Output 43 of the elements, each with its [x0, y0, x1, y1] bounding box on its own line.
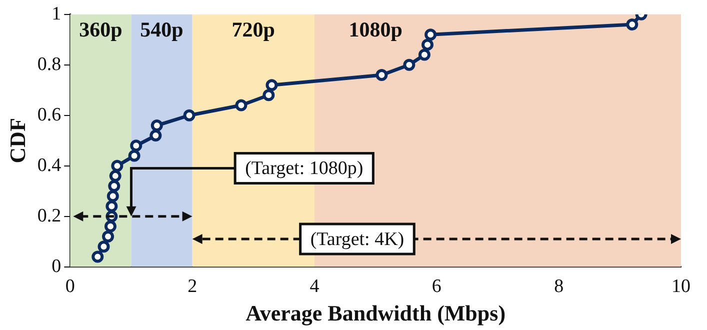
band-label: 360p: [79, 17, 122, 42]
point: [106, 200, 118, 212]
x-tick-label: 8: [554, 276, 564, 298]
y-tick-label: 0.6: [37, 104, 62, 126]
point: [109, 170, 122, 182]
x-tick-label: 10: [672, 276, 690, 298]
point: [102, 230, 114, 243]
point: [128, 150, 140, 162]
point: [106, 190, 119, 202]
x-tick-label: 0: [65, 276, 75, 298]
point: [130, 140, 142, 152]
point: [150, 130, 162, 142]
annotation: (Target: 1080p): [245, 158, 364, 180]
y-tick-label: 0.4: [37, 154, 62, 176]
point: [92, 250, 104, 263]
annotation: (Target: 4K): [310, 229, 404, 250]
point: [424, 28, 437, 41]
point: [104, 220, 116, 232]
point: [266, 79, 278, 92]
point: [108, 180, 120, 192]
point: [235, 99, 248, 112]
y-tick-label: 0.8: [37, 54, 62, 75]
point: [418, 48, 430, 61]
y-tick-label: 0.2: [37, 205, 62, 226]
x-tick-label: 4: [310, 276, 320, 298]
x-axis-title: Average Bandwidth (Mbps): [246, 300, 506, 326]
point: [262, 89, 275, 102]
band-label: 720p: [232, 17, 275, 42]
point: [376, 68, 388, 81]
y-axis-title: CDF: [4, 118, 30, 164]
y-tick-label: 1: [52, 3, 62, 24]
x-tick-label: 2: [188, 276, 198, 298]
point: [626, 18, 638, 30]
band-label: 540p: [140, 17, 184, 42]
point: [422, 38, 434, 51]
point: [98, 240, 110, 253]
y-tick-label: 0: [52, 256, 62, 277]
x-tick-label: 6: [432, 276, 442, 298]
point: [403, 58, 416, 71]
band-label: 1080p: [348, 17, 402, 42]
point: [150, 119, 163, 132]
point: [111, 160, 124, 172]
point: [183, 109, 196, 122]
